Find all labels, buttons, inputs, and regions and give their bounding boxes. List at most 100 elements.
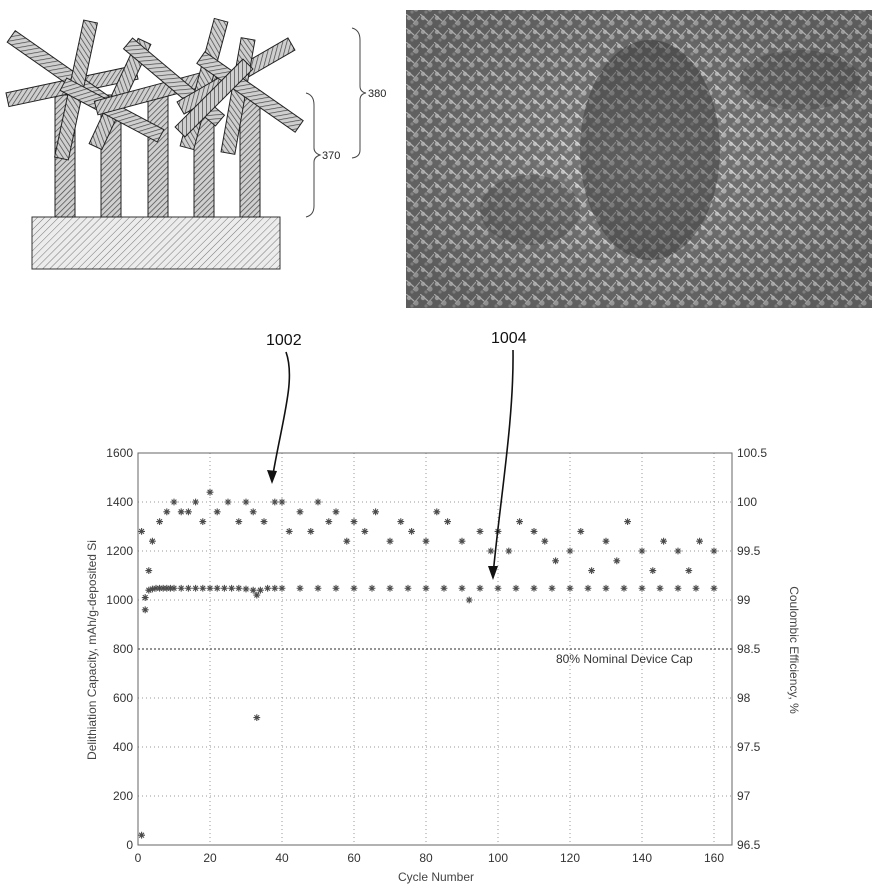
efficiency-point	[185, 508, 192, 516]
capacity-point	[386, 584, 394, 592]
efficiency-point	[350, 518, 358, 525]
efficiency-point	[296, 508, 304, 516]
efficiency-point	[206, 488, 214, 496]
capacity-point	[548, 584, 556, 592]
capacity-point	[192, 584, 199, 592]
efficiency-point	[242, 498, 250, 506]
efficiency-point	[271, 498, 279, 506]
sem-micrograph	[406, 10, 872, 308]
y-tick-label: 0	[126, 838, 133, 852]
x-tick-label: 20	[203, 851, 217, 865]
y-tick-label: 200	[113, 789, 133, 803]
callout-label-1004: 1004	[491, 330, 527, 347]
capacity-point	[138, 831, 145, 839]
y-tick-label: 1000	[106, 593, 133, 607]
capacity-point	[156, 584, 163, 592]
efficiency-point	[685, 567, 693, 574]
capacity-point	[213, 584, 221, 592]
capacity-point	[710, 584, 718, 592]
efficiency-point	[476, 528, 484, 535]
capacity-point	[264, 584, 271, 592]
efficiency-point	[332, 508, 340, 516]
capacity-point	[476, 584, 484, 592]
efficiency-point	[710, 547, 718, 555]
callout-label-1002: 1002	[266, 332, 302, 349]
capacity-point	[512, 584, 520, 592]
capacity-point	[674, 584, 682, 592]
plot-frame	[137, 452, 733, 846]
capacity-point	[163, 584, 171, 592]
efficiency-point	[649, 567, 657, 574]
efficiency-point	[552, 557, 559, 565]
efficiency-point	[487, 547, 495, 555]
y2-tick-label: 100	[737, 495, 757, 509]
efficiency-point	[372, 508, 379, 516]
capacity-point	[656, 584, 664, 592]
bracket-380	[351, 27, 367, 159]
efficiency-point	[314, 498, 322, 506]
efficiency-point	[278, 498, 286, 506]
efficiency-point	[408, 528, 415, 535]
efficiency-point	[588, 567, 595, 574]
y2-tick-label: 98	[737, 691, 751, 705]
label-370: 370	[322, 150, 340, 162]
capacity-point	[242, 585, 250, 593]
capacity-point	[638, 584, 646, 592]
y-tick-label: 1200	[106, 544, 133, 558]
capacity-point	[249, 586, 257, 594]
capacity-point	[167, 584, 174, 592]
efficiency-point	[141, 606, 149, 614]
efficiency-point	[638, 547, 646, 555]
capacity-point	[458, 584, 466, 592]
capacity-point	[253, 591, 261, 599]
capacity-point	[368, 584, 376, 592]
capacity-point	[296, 584, 304, 592]
capacity-point	[350, 584, 358, 592]
x-tick-label: 60	[347, 851, 361, 865]
y2-ticks: 96.5 97 97.5 98 98.5 99 99.5 100 100.5	[737, 446, 767, 852]
x-tick-label: 0	[135, 851, 142, 865]
substrate	[31, 216, 281, 270]
capacity-point	[620, 584, 628, 592]
callout-arrowhead-1004	[488, 566, 498, 580]
efficiency-point	[145, 567, 153, 574]
y-ticks: 0 200 400 600 800 1000 1200 1400 1600	[106, 446, 133, 852]
efficiency-point	[192, 498, 199, 506]
efficiency-point	[458, 537, 466, 545]
callout-arrowhead-1002	[267, 470, 277, 484]
capacity-point	[185, 584, 192, 592]
efficiency-point	[386, 537, 394, 545]
capacity-point	[152, 584, 160, 592]
efficiency-point	[260, 518, 268, 525]
efficiency-point	[224, 498, 232, 506]
y-tick-label: 400	[113, 740, 133, 754]
y-tick-label: 1400	[106, 495, 133, 509]
capacity-point	[206, 584, 214, 592]
efficiency-point	[307, 528, 315, 535]
y2-axis-title: Coulombic Efficiency, %	[787, 586, 801, 714]
efficiency-point	[577, 528, 585, 535]
efficiency-point	[613, 557, 621, 565]
y-tick-label: 800	[113, 642, 133, 656]
efficiency-point	[138, 528, 145, 535]
y2-tick-label: 98.5	[737, 642, 761, 656]
capacity-point	[602, 584, 610, 592]
capacity-point	[170, 584, 178, 592]
x-axis-title: Cycle Number	[398, 870, 474, 884]
efficiency-point	[163, 508, 171, 516]
callout-arrow-1002	[271, 351, 291, 481]
efficiency-point	[170, 498, 178, 506]
branched-nanowires	[5, 17, 304, 161]
capacity-point	[228, 584, 235, 592]
efficiency-point	[541, 537, 549, 545]
x-tick-label: 40	[275, 851, 289, 865]
capacity-point	[221, 584, 228, 592]
efficiency-point	[285, 528, 293, 535]
capacity-point	[404, 584, 412, 592]
efficiency-point	[361, 528, 369, 535]
capacity-point	[278, 584, 286, 592]
capacity-point	[159, 584, 167, 592]
efficiency-point	[696, 537, 703, 545]
capacity-point	[149, 585, 156, 593]
bracket-370	[305, 92, 322, 218]
